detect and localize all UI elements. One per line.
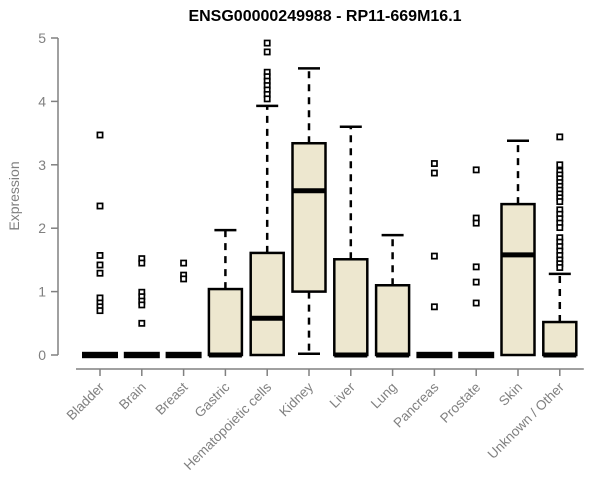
x-tick-label: Pancreas bbox=[391, 379, 442, 430]
boxplot-bladder bbox=[82, 131, 118, 359]
box bbox=[500, 202, 536, 357]
y-tick-label: 0 bbox=[38, 347, 46, 363]
y-tick-label: 4 bbox=[38, 93, 46, 109]
x-tick-label: Kidney bbox=[276, 379, 316, 419]
x-tick-label: Bladder bbox=[64, 379, 108, 423]
outlier-point bbox=[96, 252, 104, 259]
outlier-point bbox=[138, 259, 146, 267]
outlier-point bbox=[556, 133, 564, 141]
outlier-point bbox=[472, 166, 480, 174]
boxplot-pancreas bbox=[416, 160, 453, 359]
outlier-point bbox=[556, 161, 564, 169]
box bbox=[333, 258, 369, 357]
outlier-point bbox=[472, 299, 480, 307]
y-tick-label: 3 bbox=[38, 157, 46, 173]
boxplot-prostate bbox=[458, 166, 495, 359]
outlier-point bbox=[472, 263, 480, 271]
outlier-point bbox=[430, 169, 438, 177]
boxplot-kidney bbox=[291, 67, 327, 355]
outlier-point bbox=[96, 307, 104, 315]
outlier-point bbox=[556, 264, 564, 271]
y-axis: 0 1 2 3 4 5 bbox=[38, 30, 59, 363]
box bbox=[291, 141, 327, 293]
collapsed-box bbox=[82, 351, 118, 359]
outlier-point bbox=[263, 39, 271, 47]
boxplot-gastric bbox=[207, 228, 244, 358]
x-tick-label: Skin bbox=[496, 380, 525, 409]
collapsed-box bbox=[458, 351, 495, 359]
x-tick-label: Breast bbox=[153, 379, 191, 417]
collapsed-box bbox=[123, 351, 160, 359]
boxplot-hematopoietic-cells bbox=[249, 39, 285, 357]
y-tick-label: 2 bbox=[38, 220, 46, 236]
x-tick-label: Lung bbox=[368, 380, 400, 412]
boxplot-lung bbox=[374, 233, 411, 358]
x-tick-label: Unknown / Other bbox=[485, 379, 568, 462]
outlier-point bbox=[263, 48, 271, 56]
outlier-point bbox=[263, 95, 271, 103]
outlier-point bbox=[138, 319, 146, 327]
boxplot-liver bbox=[333, 125, 369, 358]
x-tick-label: Brain bbox=[116, 380, 149, 413]
boxplot-unknown-other bbox=[542, 133, 578, 358]
x-tick-label: Liver bbox=[327, 379, 359, 411]
boxplot-brain bbox=[123, 255, 160, 359]
outlier-point bbox=[96, 261, 104, 269]
outlier-point bbox=[430, 160, 438, 167]
chart-title: ENSG00000249988 - RP11-669M16.1 bbox=[188, 8, 462, 25]
boxplot-skin bbox=[500, 139, 536, 357]
outlier-point bbox=[472, 278, 480, 286]
outlier-point bbox=[430, 303, 438, 311]
collapsed-box bbox=[416, 351, 453, 359]
outlier-point bbox=[430, 252, 438, 260]
y-tick-label: 5 bbox=[38, 30, 46, 46]
outlier-point bbox=[180, 259, 188, 267]
outlier-point bbox=[138, 301, 146, 309]
collapsed-box bbox=[165, 351, 202, 359]
box bbox=[374, 284, 411, 357]
outlier-point bbox=[96, 269, 104, 277]
outlier-point bbox=[556, 224, 564, 232]
outlier-point bbox=[96, 131, 104, 139]
x-tick-label: Gastric bbox=[192, 379, 233, 420]
box bbox=[207, 287, 244, 357]
x-tick-label: Prostate bbox=[437, 380, 483, 426]
outlier-point bbox=[180, 275, 188, 283]
outlier-point bbox=[96, 202, 104, 210]
outlier-point bbox=[472, 219, 480, 227]
box bbox=[542, 320, 578, 357]
box bbox=[249, 251, 285, 357]
outlier-point bbox=[556, 198, 564, 206]
boxplot-breast bbox=[165, 259, 202, 359]
y-tick-label: 1 bbox=[38, 284, 46, 300]
